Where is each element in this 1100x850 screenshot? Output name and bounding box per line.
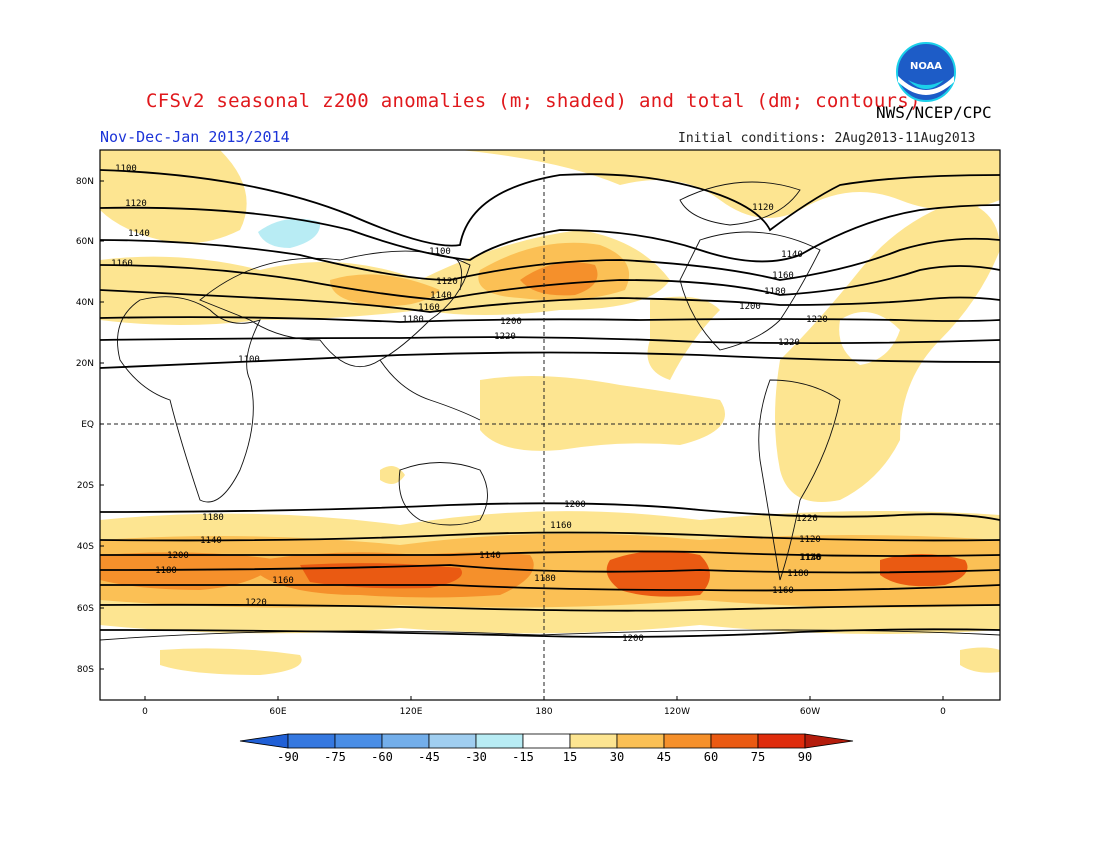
colorbar-label: 30 <box>610 750 624 764</box>
contour-label: 1220 <box>245 598 267 608</box>
contour-label: 1200 <box>167 551 189 561</box>
lat-label: 40N <box>76 298 94 308</box>
contour-label: 1200 <box>564 500 586 510</box>
colorbar-swatch <box>475 733 524 749</box>
colorbar-label: -90 <box>277 750 299 764</box>
colorbar-label: -30 <box>465 750 487 764</box>
contour-label: 1160 <box>550 521 572 531</box>
colorbar: -90 -75 -60 -45 -30 -15 15 30 45 60 75 90 <box>239 733 854 764</box>
contour-label: 1140 <box>800 553 822 563</box>
colorbar-label: 60 <box>704 750 718 764</box>
agency-label: NWS/NCEP/CPC <box>876 103 992 122</box>
colorbar-swatch <box>710 733 759 749</box>
contour-label: 1180 <box>764 287 786 297</box>
colorbar-label: 90 <box>798 750 812 764</box>
lon-label: 0 <box>142 707 148 717</box>
colorbar-swatch <box>757 733 806 749</box>
lat-label: 40S <box>77 542 94 552</box>
lat-label: 80N <box>76 177 94 187</box>
colorbar-label: 75 <box>751 750 765 764</box>
chart-title: CFSv2 seasonal z200 anomalies (m; shaded… <box>146 90 921 112</box>
colorbar-right-arrow <box>804 733 854 749</box>
contour-label: 1140 <box>200 536 222 546</box>
contour-label: 1220 <box>494 332 516 342</box>
contour-label: 1100 <box>115 164 137 174</box>
colorbar-label: -60 <box>371 750 393 764</box>
colorbar-swatch <box>334 733 383 749</box>
colorbar-label: 45 <box>657 750 671 764</box>
initial-conditions: Initial conditions: 2Aug2013-11Aug2013 <box>678 131 976 146</box>
latitude-labels: 80N 60N 40N 20N EQ 20S 40S 60S 80S <box>76 177 104 675</box>
colorbar-swatch <box>287 733 336 749</box>
lon-label: 120E <box>400 707 423 717</box>
lat-label: 20N <box>76 359 94 369</box>
lat-label: 60N <box>76 237 94 247</box>
contour-label: 1180 <box>534 574 556 584</box>
contour-label: 1220 <box>796 514 818 524</box>
lon-label: 180 <box>535 707 552 717</box>
contour-label: 1200 <box>500 317 522 327</box>
contour-label: 1180 <box>787 569 809 579</box>
contour-label: 1120 <box>799 535 821 545</box>
longitude-labels: 0 60E 120E 180 120W 60W 0 <box>142 696 946 717</box>
contour-label: 1100 <box>429 247 451 257</box>
noaa-logo-icon: NOAA <box>896 42 956 102</box>
logo-text: NOAA <box>910 61 942 72</box>
height-contours <box>100 169 1000 638</box>
map-frame <box>99 149 1001 701</box>
colorbar-swatch <box>616 733 665 749</box>
contour-label: 1160 <box>772 586 794 596</box>
colorbar-label: -45 <box>418 750 440 764</box>
contour-label: 1140 <box>430 291 452 301</box>
contour-label: 1140 <box>128 229 150 239</box>
colorbar-swatch <box>569 733 618 749</box>
contour-label: 1160 <box>418 303 440 313</box>
contour-label: 1200 <box>739 302 761 312</box>
lat-label: 20S <box>77 481 94 491</box>
contour-label: 1180 <box>202 513 224 523</box>
lat-label: EQ <box>81 420 94 430</box>
lon-label: 60E <box>269 707 286 717</box>
forecast-period: Nov-Dec-Jan 2013/2014 <box>100 128 290 146</box>
lon-label: 60W <box>800 707 820 717</box>
colorbar-swatch <box>522 733 571 749</box>
contour-label: 1220 <box>806 315 828 325</box>
contour-label: 1120 <box>436 277 458 287</box>
contour-label: 1120 <box>752 203 774 213</box>
lat-label: 80S <box>77 665 94 675</box>
lon-label: 120W <box>664 707 690 717</box>
contour-label: 1140 <box>781 250 803 260</box>
contour-label: 1220 <box>778 338 800 348</box>
contour-label: 1160 <box>272 576 294 586</box>
contour-label: 1120 <box>125 199 147 209</box>
colorbar-swatch <box>381 733 430 749</box>
contour-label: 1200 <box>622 634 644 644</box>
contour-label: 1140 <box>479 551 501 561</box>
contour-label: 1100 <box>238 355 260 365</box>
colorbar-left-arrow <box>239 733 289 749</box>
contour-label: 1180 <box>155 566 177 576</box>
lat-label: 60S <box>77 604 94 614</box>
colorbar-label: -15 <box>512 750 534 764</box>
contour-label: 1120 <box>799 553 821 563</box>
colorbar-label: -75 <box>324 750 346 764</box>
lon-label: 0 <box>940 707 946 717</box>
contour-label: 1160 <box>772 271 794 281</box>
colorbar-swatch <box>663 733 712 749</box>
colorbar-swatch <box>428 733 477 749</box>
contour-label: 1160 <box>111 259 133 269</box>
contour-label: 1180 <box>402 315 424 325</box>
colorbar-label: 15 <box>563 750 577 764</box>
